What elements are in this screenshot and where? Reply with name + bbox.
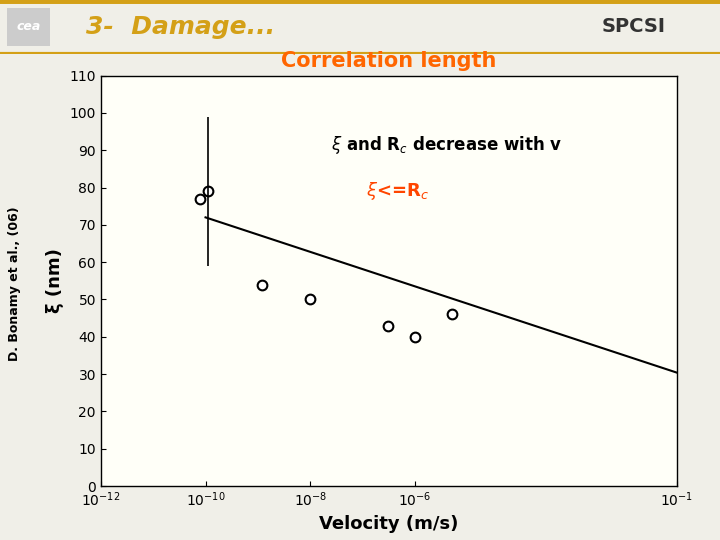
Text: SPCSI: SPCSI xyxy=(602,17,665,37)
Text: D. Bonamy et al., (06): D. Bonamy et al., (06) xyxy=(8,206,21,361)
Bar xyxy=(7,8,50,46)
X-axis label: Velocity (m/s): Velocity (m/s) xyxy=(319,515,459,533)
Title: Correlation length: Correlation length xyxy=(281,51,497,71)
Text: $\xi$ and R$_c$ decrease with v: $\xi$ and R$_c$ decrease with v xyxy=(331,134,562,157)
Text: $\xi$<=R$_c$: $\xi$<=R$_c$ xyxy=(366,179,429,201)
Y-axis label: ξ (nm): ξ (nm) xyxy=(46,248,64,313)
Text: 3-  Damage...: 3- Damage... xyxy=(86,15,276,39)
Text: cea: cea xyxy=(17,21,41,33)
